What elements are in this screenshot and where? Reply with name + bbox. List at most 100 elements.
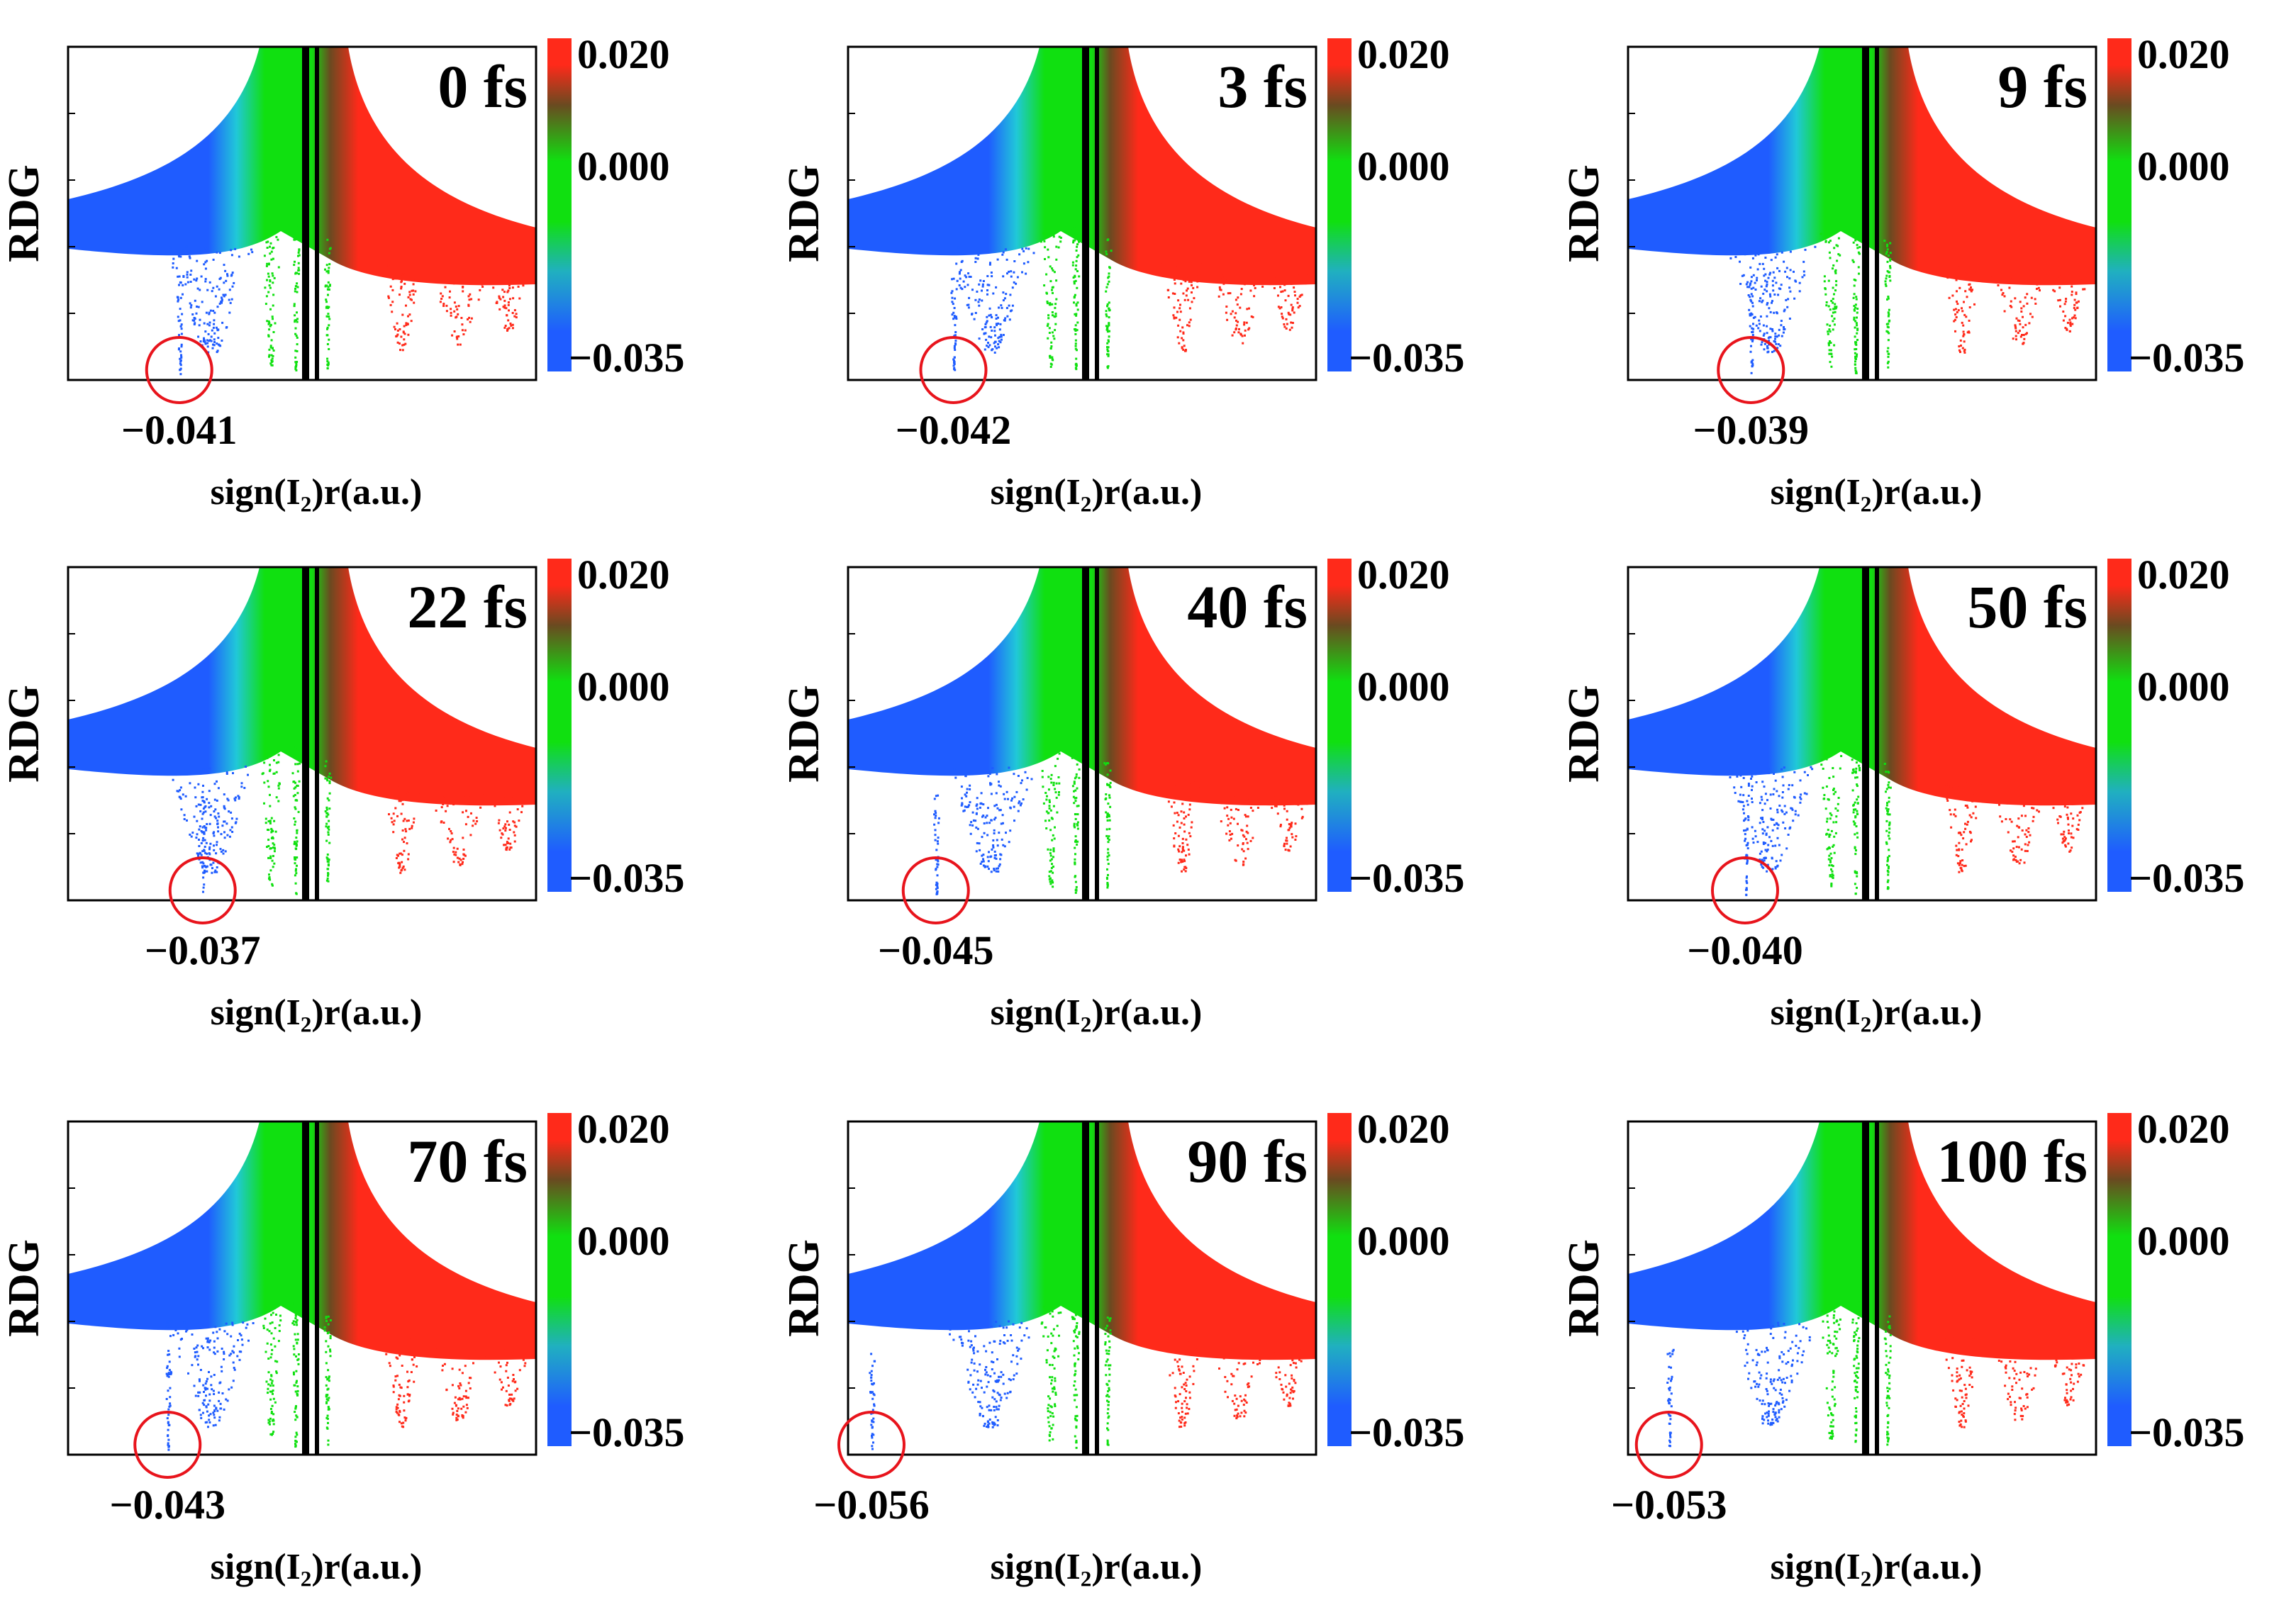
data-point: [1107, 1316, 1109, 1319]
data-point: [408, 291, 411, 293]
data-point: [279, 1315, 282, 1317]
data-point: [1047, 1349, 1049, 1351]
data-point: [468, 305, 470, 307]
data-point: [1791, 784, 1793, 786]
data-point: [1192, 1365, 1194, 1367]
data-point: [1075, 1336, 1077, 1338]
data-point: [2078, 819, 2080, 821]
data-point: [957, 247, 959, 249]
data-point: [1003, 1341, 1005, 1343]
data-point: [294, 1419, 296, 1421]
data-point: [1854, 1331, 1856, 1333]
data-point: [1757, 327, 1759, 329]
data-point: [1183, 860, 1186, 862]
data-point: [1072, 241, 1074, 243]
data-point: [1022, 250, 1025, 252]
data-point: [186, 246, 188, 248]
data-point: [205, 1421, 207, 1423]
data-point: [2082, 289, 2084, 291]
data-point: [1185, 1382, 1187, 1384]
data-point: [237, 1339, 239, 1341]
data-point: [1779, 345, 1781, 347]
data-point: [1833, 793, 1835, 795]
data-point: [1949, 297, 1951, 299]
data-point: [1743, 829, 1745, 832]
data-point: [1832, 320, 1834, 322]
data-point: [1006, 259, 1008, 261]
data-point: [413, 1356, 416, 1358]
data-point: [1295, 835, 1297, 837]
data-point: [1888, 309, 1890, 311]
data-point: [991, 1368, 993, 1370]
data-point: [272, 855, 274, 857]
data-point: [1106, 883, 1108, 885]
data-point: [330, 777, 332, 779]
data-point: [1790, 1348, 1792, 1350]
data-point: [226, 1333, 228, 1335]
data-point: [328, 842, 330, 844]
data-point: [294, 1443, 296, 1445]
data-point: [498, 297, 501, 299]
data-point: [512, 297, 514, 299]
data-point: [1076, 305, 1078, 307]
rdg-panel: 100 fs−0.053RDGsign(I₂)r(a.u.)0.0200.000…: [1560, 1106, 2245, 1587]
data-point: [1052, 335, 1054, 337]
data-point: [937, 843, 939, 845]
data-point: [974, 261, 976, 263]
data-point: [1753, 317, 1755, 319]
data-point: [206, 871, 208, 873]
data-point: [213, 1414, 215, 1416]
data-point: [234, 248, 236, 250]
data-point: [247, 774, 249, 776]
data-point: [1776, 860, 1778, 862]
data-point: [1957, 855, 1959, 857]
data-point: [1185, 867, 1187, 869]
data-point: [241, 782, 243, 784]
data-point: [403, 1395, 405, 1397]
data-point: [1109, 1329, 1111, 1331]
data-point: [1105, 1395, 1108, 1397]
data-point: [1854, 320, 1856, 323]
data-point: [1285, 800, 1287, 802]
data-point: [1178, 851, 1180, 853]
data-point: [1106, 868, 1108, 871]
data-point: [1010, 270, 1012, 272]
data-point: [1777, 293, 1779, 296]
data-point: [1025, 273, 1027, 275]
data-point: [2082, 795, 2084, 798]
data-point: [1181, 1351, 1183, 1353]
data-point: [983, 332, 986, 335]
data-point: [213, 319, 215, 321]
data-point: [204, 850, 206, 852]
data-point: [1072, 785, 1074, 787]
data-point: [1286, 318, 1288, 320]
data-point: [1831, 356, 1833, 358]
data-point: [1297, 298, 1299, 300]
data-point: [1746, 1362, 1749, 1364]
data-point: [1105, 315, 1108, 318]
data-point: [1013, 773, 1015, 775]
data-point: [1856, 1322, 1858, 1324]
data-point: [414, 290, 416, 292]
data-point: [2014, 856, 2017, 858]
data-point: [1248, 328, 1250, 330]
data-point: [292, 748, 294, 750]
data-point: [1074, 1331, 1076, 1333]
data-point: [1780, 1379, 1783, 1381]
data-point: [870, 1377, 872, 1379]
data-point: [1227, 824, 1229, 827]
data-point: [1076, 260, 1078, 262]
white-gap: [1875, 47, 1879, 380]
data-point: [870, 1392, 872, 1394]
data-point: [451, 832, 453, 834]
data-point: [213, 844, 215, 846]
data-point: [1244, 1351, 1246, 1353]
data-point: [1751, 372, 1753, 374]
data-point: [403, 783, 405, 785]
data-point: [208, 768, 211, 770]
data-point: [1856, 312, 1858, 314]
data-point: [228, 799, 230, 801]
data-point: [1005, 293, 1007, 295]
data-point: [1856, 1351, 1858, 1353]
data-point: [973, 252, 975, 254]
